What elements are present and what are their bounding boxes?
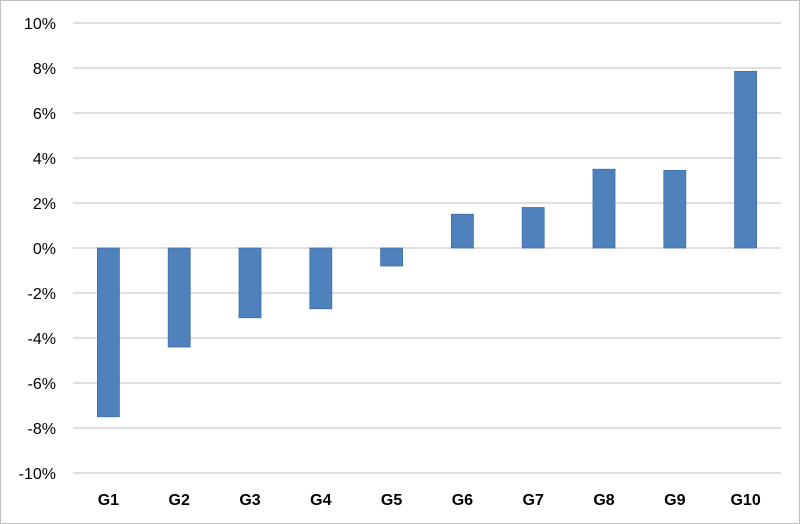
bar-g1 [97,247,120,418]
y-tick-label: 2% [33,196,56,213]
x-tick-label: G4 [310,492,331,509]
y-tick-label: 6% [33,106,56,123]
bar-g9 [663,169,687,249]
bar-g8 [592,168,616,249]
bar-g7 [521,207,545,249]
x-tick-label: G8 [593,492,614,509]
bars [97,70,757,418]
bar-g6 [450,213,474,249]
x-tick-label: G1 [98,492,119,509]
y-tick-label: -6% [28,376,56,393]
y-tick-label: -2% [28,286,56,303]
y-axis-tick-labels: 10% 8% 6% 4% 2% 0% -2% -4% -6% -8% -10% [19,16,56,483]
bar-g10 [734,70,757,249]
x-tick-label: G6 [452,492,473,509]
bar-g3 [238,247,262,319]
y-tick-label: -4% [28,331,56,348]
y-tick-label: 0% [33,241,56,258]
grid-lines [73,22,781,474]
x-tick-label: G9 [664,492,685,509]
bar-g2 [167,247,191,348]
x-tick-label: G2 [169,492,190,509]
x-tick-label: G5 [381,492,402,509]
bar-g4 [309,247,333,310]
x-axis-category-labels: G1 G2 G3 G4 G5 G6 G7 G8 G9 G10 [98,492,761,509]
y-tick-label: 4% [33,151,56,168]
y-tick-label: -8% [28,421,56,438]
y-tick-label: 8% [33,61,56,78]
y-tick-label: 10% [24,16,56,33]
y-tick-label: -10% [19,466,56,483]
x-tick-label: G10 [730,492,760,509]
x-tick-label: G7 [523,492,544,509]
bar-g5 [380,247,404,267]
x-tick-label: G3 [239,492,260,509]
